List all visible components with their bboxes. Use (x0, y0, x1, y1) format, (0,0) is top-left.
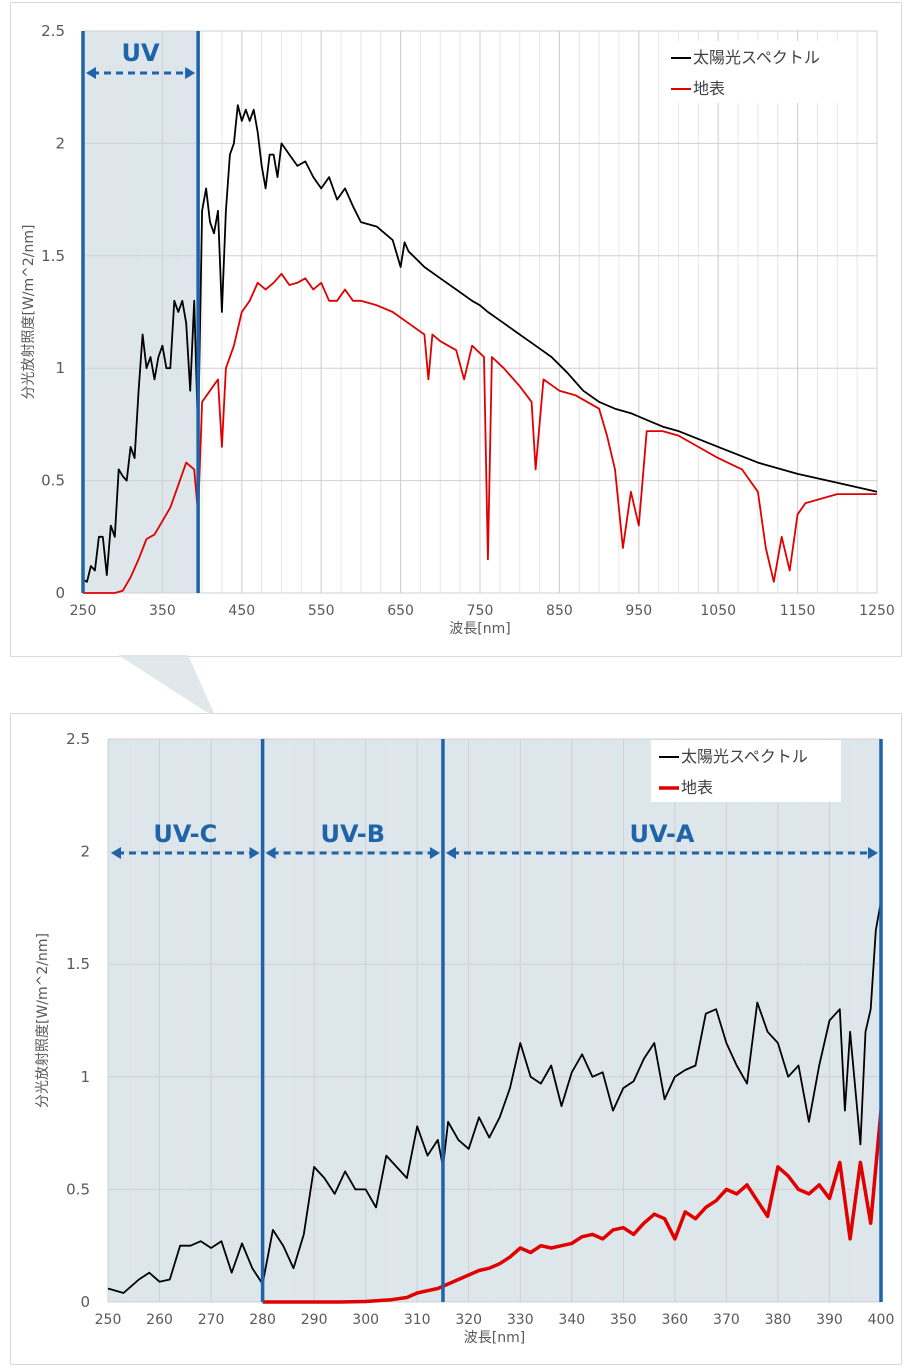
x-tick-label: 320 (455, 1312, 482, 1328)
y-tick-label: 0.5 (66, 1180, 90, 1198)
x-tick-label: 310 (404, 1312, 431, 1328)
x-tick-label: 340 (558, 1312, 585, 1328)
x-tick-label: 290 (301, 1312, 328, 1328)
series-line-solar-spectrum (82, 104, 878, 583)
x-tick-label: 850 (546, 603, 573, 619)
series-line-ground (262, 1110, 883, 1304)
arrow-head-left (111, 847, 121, 859)
chart-panel-full-spectrum: 0 0.5 1 1.5 2 2.5 250 350 450 550 650 750 850 950 1050… (10, 2, 902, 657)
series-line-solar-spectrum (107, 900, 882, 1294)
x-tick-label: 270 (198, 1312, 225, 1328)
y-tick-label: 0 (80, 1293, 90, 1311)
x-tick-label: 950 (625, 603, 652, 619)
y-tick-label: 2.5 (41, 22, 65, 40)
y-tick-label: 2 (80, 843, 90, 861)
legend-label: 太陽光スペクトル (693, 48, 820, 67)
x-tick-label: 250 (95, 1312, 122, 1328)
arrow-head-right (185, 67, 196, 79)
y-axis-title: 分光放射照度[W/m^2/nm] (35, 933, 51, 1108)
x-tick-label: 350 (610, 1312, 637, 1328)
x-tick-label: 750 (467, 603, 494, 619)
zoom-connector (118, 655, 214, 713)
legend-label: 地表 (681, 778, 713, 797)
arrow-head-right (868, 847, 878, 859)
x-tick-label: 250 (70, 603, 97, 619)
arrow-head-right (429, 847, 440, 859)
legend-label: 地表 (693, 79, 725, 98)
legend-box (663, 41, 853, 103)
x-tick-label: 370 (713, 1312, 740, 1328)
arrow-head-left (445, 847, 456, 859)
x-tick-label: 350 (149, 603, 176, 619)
y-tick-label: 1 (80, 1068, 90, 1086)
y-tick-label: 1.5 (41, 247, 65, 265)
uv-detail-chart: 0 0.5 1 1.5 2 2.5 250 260 270 280 290 300 310 320 330 3… (35, 730, 895, 1346)
y-tick-label: 1.5 (66, 955, 90, 973)
chart-panel-uv-detail: 0 0.5 1 1.5 2 2.5 250 260 270 280 290 300 310 320 330 3… (10, 713, 902, 1365)
x-tick-label: 300 (352, 1312, 379, 1328)
x-tick-label: 1250 (859, 603, 895, 619)
x-tick-label: 280 (249, 1312, 276, 1328)
arrow-head-left (86, 67, 96, 79)
x-tick-label: 380 (765, 1312, 792, 1328)
band-label: UV-A (630, 820, 695, 848)
x-tick-label: 450 (228, 603, 255, 619)
x-tick-label: 1050 (700, 603, 736, 619)
x-tick-label: 1150 (780, 603, 816, 619)
x-tick-label: 260 (146, 1312, 173, 1328)
y-tick-label: 0 (55, 584, 65, 602)
legend-label: 太陽光スペクトル (681, 747, 808, 766)
x-tick-label: 390 (816, 1312, 843, 1328)
y-axis-title: 分光放射照度[W/m^2/nm] (21, 225, 37, 400)
y-tick-label: 0.5 (41, 472, 65, 490)
y-tick-label: 1 (55, 359, 65, 377)
band-label: UV-C (153, 820, 217, 848)
band-label: UV-B (320, 820, 385, 848)
y-tick-label: 2.5 (66, 730, 90, 748)
zoom-connector-shape (118, 655, 214, 713)
legend-box (651, 740, 841, 802)
x-tick-label: 550 (308, 603, 335, 619)
band-label: UV (122, 39, 160, 67)
x-tick-label: 360 (661, 1312, 688, 1328)
uv-region-shade (83, 31, 199, 593)
x-tick-label: 650 (387, 603, 414, 619)
y-tick-label: 2 (55, 134, 65, 152)
x-axis-title: 波長[nm] (464, 1330, 525, 1346)
arrow-head-left (265, 847, 276, 859)
x-tick-label: 330 (507, 1312, 534, 1328)
x-tick-label: 400 (868, 1312, 895, 1328)
arrow-head-right (249, 847, 260, 859)
x-axis-title: 波長[nm] (449, 621, 510, 637)
full-spectrum-chart: 0 0.5 1 1.5 2 2.5 250 350 450 550 650 750 850 950 1050… (21, 22, 895, 637)
